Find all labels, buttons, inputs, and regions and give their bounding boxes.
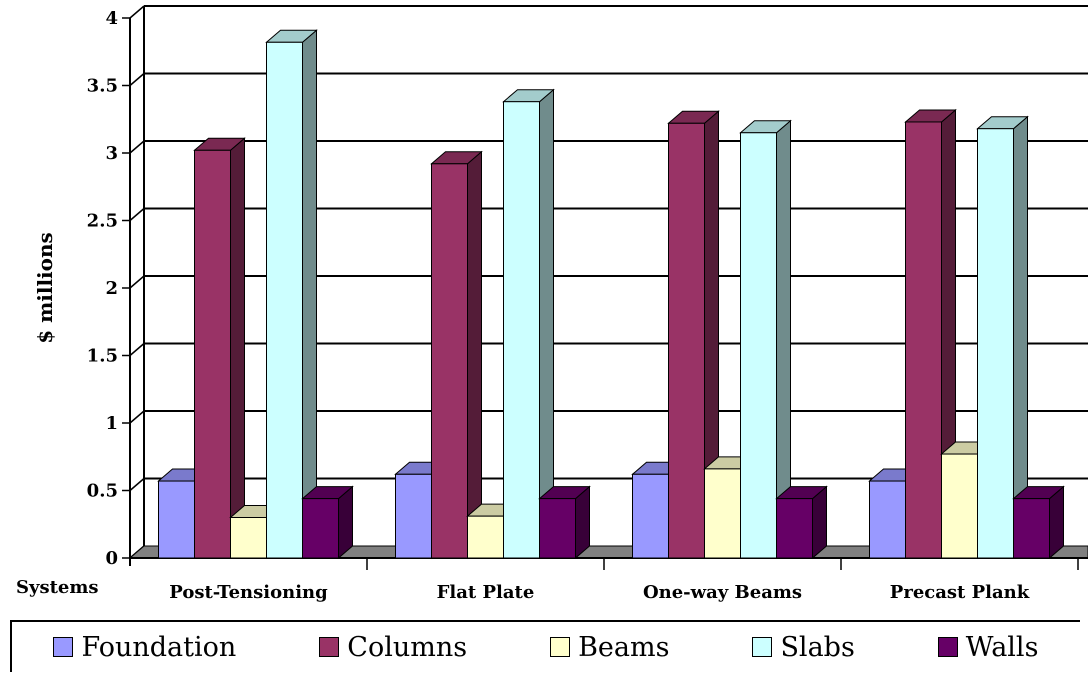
- y-tick-label: 0.5: [87, 481, 118, 502]
- bar-front: [977, 128, 1014, 559]
- depth-line: [129, 477, 145, 492]
- bar-front: [869, 480, 906, 559]
- legend-item-columns: Columns: [319, 632, 467, 663]
- bar-front: [431, 163, 468, 559]
- category-label: Post-Tensioning: [169, 582, 328, 603]
- bar-columns: [430, 150, 483, 560]
- bar-front: [194, 149, 231, 559]
- bar-front: [503, 101, 540, 559]
- bar-front: [230, 517, 267, 559]
- legend: Foundation Columns Beams Slabs Walls: [10, 620, 1080, 672]
- legend-label: Columns: [347, 631, 468, 663]
- bar-front: [740, 132, 777, 559]
- bar-walls: [301, 485, 354, 560]
- bar-walls: [1012, 485, 1065, 560]
- bar-front: [941, 453, 978, 559]
- legend-swatch: [53, 637, 74, 657]
- depth-line: [129, 5, 145, 19]
- bar-front: [467, 515, 504, 559]
- bar-front: [1013, 498, 1050, 559]
- depth-line: [129, 140, 145, 154]
- category-label: Flat Plate: [437, 582, 535, 603]
- y-tick-label: 1.5: [87, 346, 118, 367]
- bar-slabs: [502, 88, 555, 560]
- y-tick-label: 3: [105, 143, 118, 164]
- bar-front: [302, 498, 339, 559]
- y-tick-label: 2: [105, 278, 118, 299]
- bar-front: [776, 498, 813, 559]
- legend-item-walls: Walls: [937, 631, 1039, 663]
- bars: [157, 29, 1065, 560]
- legend-item-beams: Beams: [550, 632, 669, 663]
- y-tick-label: 1: [105, 413, 118, 434]
- legend-item-foundation: Foundation: [53, 632, 236, 663]
- bar-slabs: [265, 29, 318, 560]
- y-tick-label: 3.5: [87, 76, 118, 97]
- bar-walls: [775, 485, 828, 560]
- legend-label: Slabs: [780, 631, 855, 663]
- legend-swatch: [319, 637, 340, 657]
- legend-label: Beams: [578, 631, 670, 663]
- legend-label: Foundation: [81, 631, 237, 663]
- bar-walls: [538, 485, 591, 560]
- bar-front: [632, 473, 669, 559]
- legend-label: Walls: [965, 631, 1039, 663]
- depth-line: [129, 275, 145, 289]
- y-tick-label: 4: [105, 8, 118, 29]
- category-label: Precast Plank: [890, 582, 1030, 603]
- bar-front: [704, 468, 741, 559]
- bar-front: [905, 121, 942, 559]
- bar-slabs: [739, 119, 792, 560]
- depth-line: [129, 410, 145, 424]
- bar-front: [266, 41, 303, 559]
- bar-side: [230, 137, 245, 560]
- legend-swatch: [752, 637, 773, 657]
- bar-front: [158, 480, 195, 559]
- legend-swatch: [550, 637, 571, 657]
- bar-columns: [193, 137, 246, 560]
- bar-front: [668, 122, 705, 559]
- bar-front: [395, 473, 432, 559]
- depth-line: [129, 72, 145, 87]
- depth-line: [129, 207, 145, 222]
- bar-side: [467, 150, 482, 560]
- category-label: One-way Beams: [643, 582, 802, 603]
- y-tick-labels: 0 0.5 1 1.5 2 2.5 3 3.5 4: [87, 8, 118, 569]
- bar-columns: [904, 108, 957, 560]
- y-tick-label: 2.5: [87, 211, 118, 232]
- bar-chart: 0 0.5 1 1.5 2 2.5 3 3.5 4 Post-Tensioning Flat Pl…: [16, 5, 1088, 603]
- bar-front: [539, 498, 576, 559]
- category-labels: Post-Tensioning Flat Plate One-way Beams Pr…: [169, 582, 1029, 603]
- bar-slabs: [976, 115, 1029, 560]
- bar-columns: [667, 110, 720, 560]
- y-axis-label: $ millions: [33, 232, 57, 344]
- depth-line: [129, 342, 145, 357]
- bar-beams: [940, 440, 993, 560]
- y-tick-label: 0: [105, 548, 118, 569]
- legend-swatch: [937, 637, 958, 657]
- bar-side: [302, 29, 317, 560]
- legend-item-slabs: Slabs: [752, 631, 855, 663]
- x-axis-label: Systems: [16, 577, 99, 598]
